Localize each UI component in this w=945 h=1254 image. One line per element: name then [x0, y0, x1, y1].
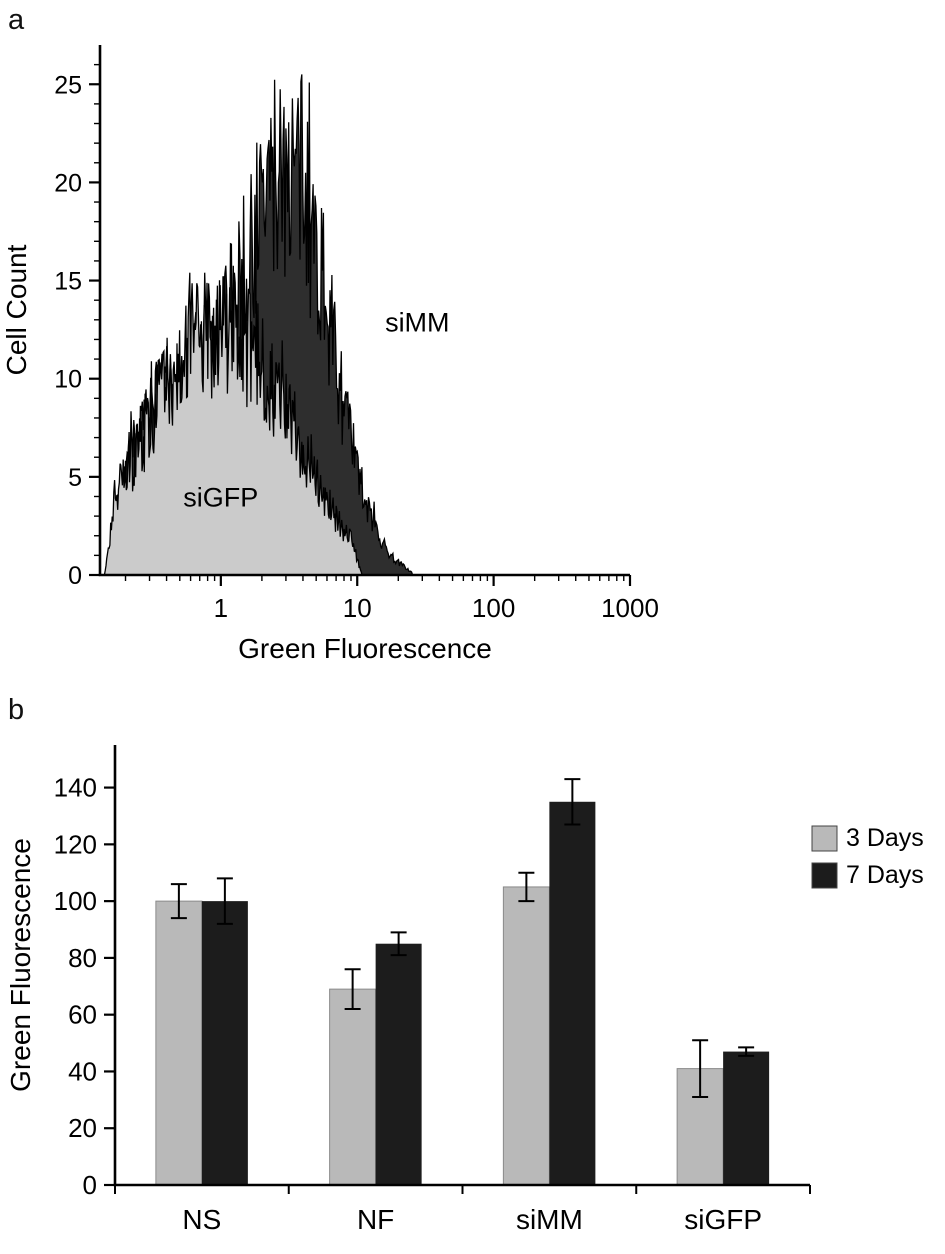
legend-label-7-Days: 7 Days	[846, 861, 924, 889]
error-bar-NF-7-Days	[390, 931, 407, 957]
bar-siGFP-7-Days	[723, 1051, 770, 1185]
x-tick-label: 1000	[601, 593, 659, 623]
y-tick-label: 20	[68, 1113, 97, 1143]
bar-chart-panel: NS NF siMM siGFP 0 20 40 60 80 100 120 140 Green Flu…	[5, 745, 924, 1235]
x-tick-label: 100	[472, 593, 515, 623]
legend: 3 Days 7 Days	[811, 824, 924, 889]
histogram-siGFP	[103, 272, 363, 576]
bar-siMM-7-Days	[549, 801, 596, 1185]
error-bar-siGFP-7-Days	[738, 1046, 755, 1057]
y-tick-label: 80	[68, 943, 97, 973]
error-bar-NF-3-Days	[344, 968, 361, 1010]
category-label-siMM: siMM	[516, 1204, 583, 1235]
y-tick-label: 20	[54, 169, 82, 197]
error-bar-NS-7-Days	[216, 877, 233, 925]
y-tick-label: 60	[68, 1000, 97, 1030]
legend-swatch-7-Days	[811, 862, 838, 889]
y-tick-label: 140	[54, 773, 97, 803]
bar-NF-7-Days	[375, 943, 422, 1185]
y-axis-title: Cell Count	[1, 244, 32, 375]
category-label-NF: NF	[357, 1204, 394, 1235]
panel-a-label: a	[8, 4, 25, 36]
category-label-NS: NS	[182, 1204, 221, 1235]
bar-NS-7-Days	[201, 901, 248, 1185]
y-tick-label: 40	[68, 1056, 97, 1086]
x-tick-label: 1	[214, 593, 228, 623]
y-tick-label: 25	[54, 71, 82, 99]
y-tick-label: 0	[68, 562, 82, 590]
category-label-siGFP: siGFP	[684, 1204, 762, 1235]
legend-label-3-Days: 3 Days	[846, 824, 924, 852]
error-bar-NS-3-Days	[170, 883, 187, 920]
bar-siMM-3-Days	[502, 886, 550, 1186]
error-bar-siMM-7-Days	[564, 778, 581, 826]
y-tick-label: 10	[54, 366, 82, 394]
x-axis-title: Green Fluorescence	[238, 633, 492, 664]
bar-NS-3-Days	[155, 900, 203, 1186]
bar-NF-3-Days	[329, 988, 377, 1186]
error-bar-siGFP-3-Days	[692, 1039, 709, 1098]
legend-swatch-3-Days	[811, 825, 838, 852]
y-tick-label: 0	[83, 1170, 97, 1200]
flow-histogram-panel: 0 5 10 15 20 25 1 10 100 1000 Green Fluorescence Ce…	[1, 45, 659, 664]
error-bar-siMM-3-Days	[518, 871, 535, 903]
panel-b-label: b	[8, 694, 25, 726]
x-tick-label: 10	[343, 593, 372, 623]
y-tick-label: 100	[54, 886, 97, 916]
annotation-siMM: siMM	[385, 308, 449, 338]
y-tick-label: 120	[54, 829, 97, 859]
annotation-siGFP: siGFP	[183, 482, 258, 512]
y-axis-title: Green Fluorescence	[5, 838, 36, 1092]
y-tick-label: 5	[68, 464, 82, 492]
y-tick-label: 15	[54, 268, 82, 296]
